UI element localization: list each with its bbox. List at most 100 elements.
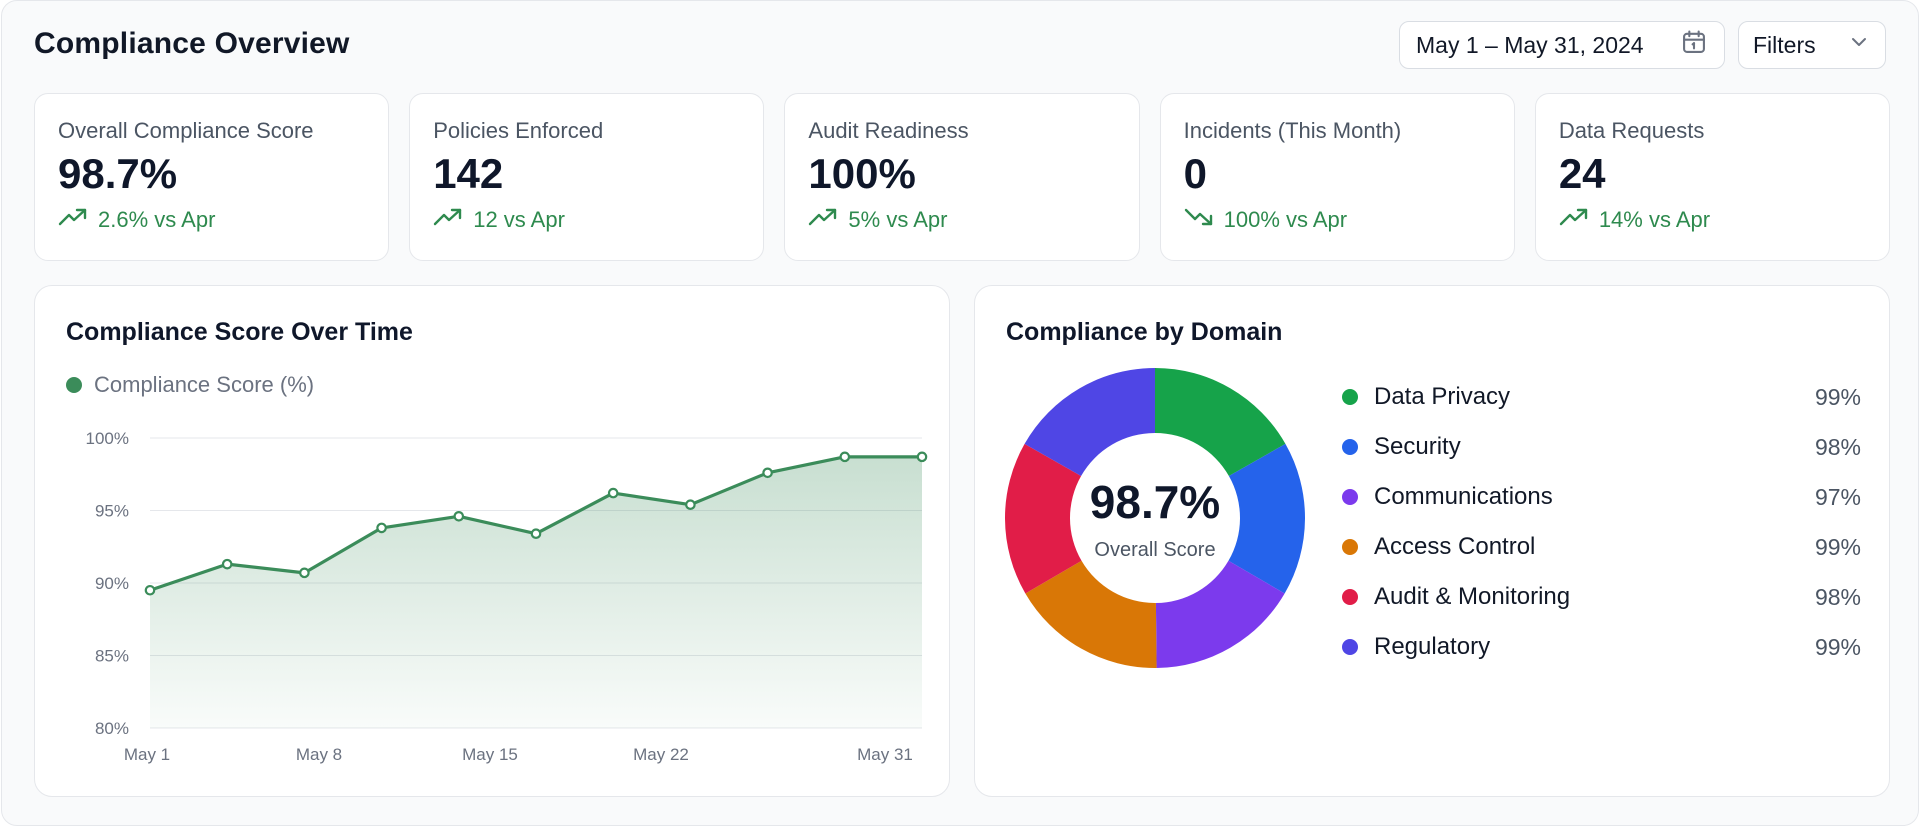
kpi-change-text: 100% vs Apr: [1223, 207, 1348, 233]
domain-row[interactable]: Audit & Monitoring 98%: [1342, 572, 1861, 622]
overall-score-label: Overall Score: [1094, 538, 1216, 561]
legend-swatch: [66, 377, 82, 393]
domain-name: Security: [1374, 433, 1461, 460]
domain-row[interactable]: Security 98%: [1342, 422, 1861, 472]
kpi-change: 5% vs Apr: [808, 206, 1115, 234]
kpi-change-text: 12 vs Apr: [473, 207, 565, 233]
domain-value: 99%: [1814, 533, 1861, 560]
score-area: [150, 456, 922, 728]
kpi-change: 100% vs Apr: [1184, 206, 1491, 234]
domain-color-dot: [1342, 539, 1358, 555]
donut-slice-access-control[interactable]: [1025, 560, 1157, 668]
date-range-picker[interactable]: May 1 – May 31, 2024: [1399, 21, 1725, 69]
donut-slice-security[interactable]: [1228, 443, 1306, 594]
domain-name: Communications: [1374, 483, 1553, 510]
trending-up-icon: [808, 206, 838, 234]
kpi-card-data-requests[interactable]: Data Requests 24 14% vs Apr: [1534, 93, 1891, 261]
kpi-card-policies-enforced[interactable]: Policies Enforced 142 12 vs Apr: [409, 93, 765, 261]
donut-slice-data-privacy[interactable]: [1155, 368, 1286, 477]
data-point[interactable]: [144, 584, 156, 596]
data-point[interactable]: [916, 451, 928, 463]
kpi-label: Incidents (This Month): [1183, 118, 1402, 143]
domain-value: 99%: [1814, 383, 1861, 410]
score-over-time-panel: 100% 95% 90% 85% 80% May 1 May 8 May 15 May 22 Ma…: [34, 285, 950, 797]
domain-name: Access Control: [1374, 533, 1536, 560]
domain-color-dot: [1342, 589, 1358, 605]
x-tick-label: May 1: [124, 745, 170, 764]
kpi-card-compliance-score[interactable]: Overall Compliance Score 98.7% 2.6% vs A…: [34, 93, 390, 261]
x-tick-label: May 22: [633, 745, 689, 764]
domain-value: 98%: [1814, 583, 1861, 610]
domain-row[interactable]: Data Privacy 99%: [1342, 372, 1861, 422]
page-title: Compliance Overview: [34, 27, 350, 60]
legend-label: Compliance Score (%): [94, 372, 315, 397]
kpi-change: 2.6% vs Apr: [58, 206, 365, 234]
kpi-label: Overall Compliance Score: [58, 118, 314, 143]
data-point[interactable]: [530, 528, 542, 539]
data-point[interactable]: [453, 511, 465, 522]
calendar-icon: [1680, 28, 1708, 62]
domain-value: 97%: [1814, 483, 1861, 510]
kpi-change-text: 5% vs Apr: [848, 207, 948, 233]
data-point[interactable]: [762, 467, 773, 479]
header: Compliance Overview May 1 – May 31, 2024…: [34, 21, 1886, 69]
kpi-value: 98.7%: [58, 150, 178, 197]
y-tick-label: 100%: [86, 429, 129, 448]
trending-up-icon: [58, 206, 88, 234]
donut-slice-communications[interactable]: [1155, 560, 1285, 668]
donut-slice-audit-monitoring[interactable]: [1004, 443, 1082, 594]
y-tick-label: 95%: [95, 502, 129, 521]
score-line-chart: 100% 95% 90% 85% 80% May 1 May 8 May 15 May 22 Ma…: [86, 429, 928, 764]
overall-score-value: 98.7%: [1089, 475, 1221, 528]
domain-value: 99%: [1814, 633, 1861, 660]
data-point[interactable]: [685, 499, 696, 510]
data-point[interactable]: [607, 487, 619, 499]
kpi-change: 12 vs Apr: [433, 206, 740, 234]
data-point[interactable]: [299, 567, 310, 579]
domain-color-dot: [1342, 439, 1358, 455]
date-range-label: May 1 – May 31, 2024: [1416, 31, 1644, 58]
kpi-card-incidents[interactable]: Incidents (This Month) 0 100% vs Apr: [1159, 93, 1515, 261]
data-point[interactable]: [376, 522, 387, 534]
domain-legend-list: Data Privacy 99% Security 98% Communications…: [1342, 372, 1861, 672]
trending-down-icon: [1184, 206, 1214, 234]
chart-legend: Compliance Score (%): [66, 372, 314, 398]
domain-name: Data Privacy: [1374, 383, 1511, 410]
y-tick-label: 90%: [95, 574, 129, 593]
domain-row[interactable]: Regulatory 99%: [1342, 622, 1861, 672]
kpi-label: Policies Enforced: [433, 118, 604, 143]
y-tick-label: 85%: [95, 647, 129, 666]
y-tick-label: 80%: [95, 719, 129, 738]
donut-slice-regulatory[interactable]: [1024, 368, 1155, 477]
domain-color-dot: [1342, 639, 1358, 655]
domain-value: 98%: [1814, 433, 1861, 460]
donut-center: 98.7% Overall Score: [1003, 366, 1307, 670]
domain-row[interactable]: Access Control 99%: [1342, 522, 1861, 572]
kpi-label: Data Requests: [1558, 118, 1705, 143]
data-point[interactable]: [221, 558, 233, 570]
kpi-value: 0: [1183, 150, 1207, 197]
trending-up-icon: [433, 206, 463, 234]
kpi-card-audit-readiness[interactable]: Audit Readiness 100% 5% vs Apr: [784, 93, 1140, 261]
x-tick-label: May 31: [857, 745, 913, 764]
x-tick-label: May 15: [462, 745, 518, 764]
data-point[interactable]: [839, 451, 851, 463]
panel-title: Compliance Score Over Time: [66, 318, 413, 346]
panel-title: Compliance by Domain: [1006, 318, 1283, 346]
kpi-change: 14% vs Apr: [1559, 206, 1866, 234]
kpi-row: Overall Compliance Score 98.7% 2.6% vs A…: [34, 93, 1891, 261]
kpi-change-text: 14% vs Apr: [1598, 207, 1711, 233]
kpi-label: Audit Readiness: [808, 118, 969, 143]
domain-name: Regulatory: [1374, 633, 1491, 660]
kpi-value: 24: [1558, 150, 1606, 197]
x-tick-label: May 8: [296, 745, 342, 764]
trending-up-icon: [1559, 206, 1589, 234]
domain-color-dot: [1342, 489, 1358, 505]
filters-dropdown[interactable]: Filters: [1738, 21, 1886, 69]
domain-donut-chart: [1004, 368, 1306, 668]
kpi-change-text: 2.6% vs Apr: [98, 207, 216, 233]
compliance-by-domain-panel: Compliance by Domain 98.7% Overall Score…: [974, 285, 1890, 797]
kpi-value: 100%: [808, 150, 916, 197]
domain-name: Audit & Monitoring: [1374, 583, 1571, 610]
domain-row[interactable]: Communications 97%: [1342, 472, 1861, 522]
